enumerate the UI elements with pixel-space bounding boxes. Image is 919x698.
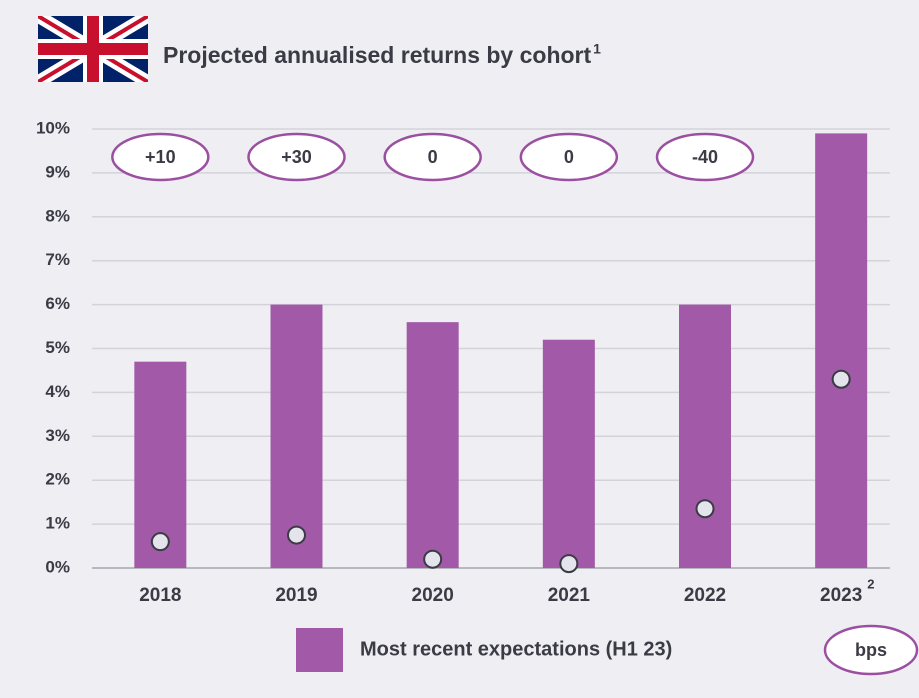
dot-marker xyxy=(695,499,715,519)
dot-marker xyxy=(831,369,851,389)
y-tick-label: 8% xyxy=(45,206,70,225)
x-tick-label: 2021 xyxy=(548,585,591,606)
dot-marker xyxy=(559,554,579,574)
annotation-label: +30 xyxy=(281,147,312,167)
bar xyxy=(406,322,459,568)
legend-label: Most recent expectations (H1 23) xyxy=(360,638,672,660)
y-tick-label: 7% xyxy=(45,250,70,269)
x-tick-label: 2023 xyxy=(820,585,862,606)
annotation-label: -40 xyxy=(692,147,718,167)
y-tick-label: 4% xyxy=(45,382,70,401)
dot-marker xyxy=(287,525,306,545)
y-tick-label: 3% xyxy=(45,426,70,445)
annotation-label: 0 xyxy=(564,147,574,167)
bar xyxy=(679,304,731,568)
chart-title: Projected annualised returns by cohort xyxy=(163,42,591,68)
annotation-bubble xyxy=(247,132,346,182)
x-tick-label: 2019 xyxy=(275,585,317,606)
x-tick-label: 2018 xyxy=(139,585,181,606)
legend-swatch xyxy=(296,628,343,672)
legend-bubble-label: bps xyxy=(855,640,887,660)
category-note: 2 xyxy=(867,576,874,591)
uk-flag xyxy=(38,16,148,82)
annotation-bubble xyxy=(383,132,482,182)
annotation-label: 0 xyxy=(428,147,438,167)
annotation-bubble xyxy=(111,132,210,182)
dot-marker xyxy=(150,532,170,552)
y-tick-label: 6% xyxy=(45,294,70,313)
annotation-bubble xyxy=(519,132,619,182)
y-tick-label: 0% xyxy=(45,557,70,576)
annotation-label: +10 xyxy=(145,147,176,167)
x-tick-label: 2020 xyxy=(412,585,454,606)
y-tick-label: 5% xyxy=(45,338,70,357)
legend-bubble xyxy=(823,624,919,676)
dot-marker xyxy=(423,549,443,569)
bar xyxy=(270,304,323,568)
y-tick-label: 2% xyxy=(45,470,70,489)
y-tick-label: 10% xyxy=(36,118,70,137)
y-tick-label: 9% xyxy=(45,162,70,181)
title-note: 1 xyxy=(593,41,601,57)
x-tick-label: 2022 xyxy=(684,585,726,606)
annotation-bubble xyxy=(655,132,755,182)
bar xyxy=(542,339,595,568)
bar xyxy=(815,133,868,568)
y-tick-label: 1% xyxy=(45,514,70,533)
